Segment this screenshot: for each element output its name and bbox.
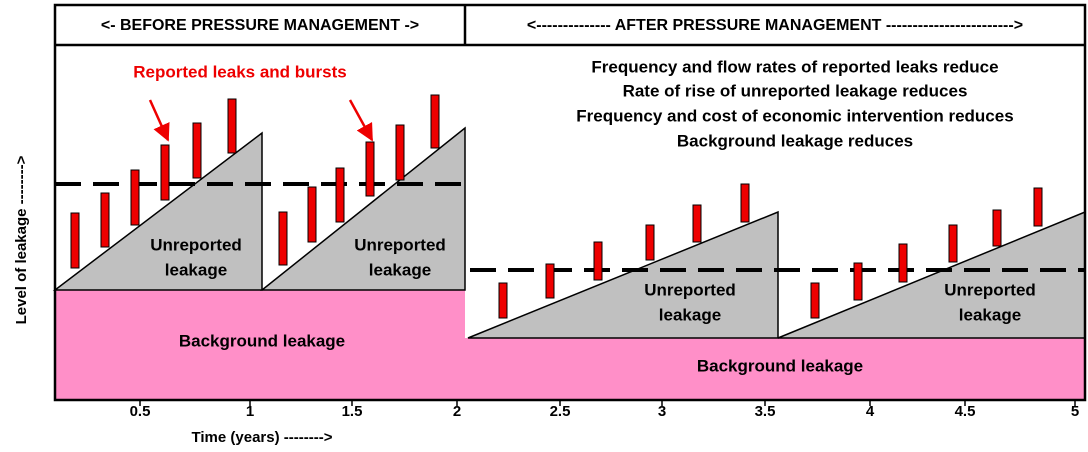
background-area (55, 290, 465, 400)
unreported-area (777, 210, 1086, 339)
leak-bar (307, 186, 317, 243)
leak-bar (1033, 187, 1043, 227)
tick-label: 3 (658, 403, 666, 420)
tick-label: 5 (1071, 403, 1079, 420)
leak-bar (160, 144, 170, 201)
leak-bar (810, 282, 820, 319)
note: Frequency and flow rates of reported lea… (591, 57, 998, 76)
background-area (465, 338, 1085, 400)
unreported-area (52, 131, 263, 291)
tick-label: 2.5 (550, 403, 571, 420)
area-label: leakage (369, 260, 431, 279)
y-axis-label: Level of leakage --------> (13, 155, 30, 324)
tick-label: 4 (866, 403, 875, 420)
leak-bar (692, 204, 702, 243)
x-axis-label: Time (years) --------> (192, 429, 333, 446)
leak-bar (593, 241, 603, 281)
frame (53, 3, 1087, 402)
leak-bar (645, 224, 655, 261)
tick-label: 1 (246, 403, 254, 420)
unreported-area (467, 210, 779, 339)
leak-bar (278, 211, 288, 266)
note: Rate of rise of unreported leakage reduc… (623, 81, 968, 100)
leak-bars (70, 94, 1043, 319)
area-label: leakage (959, 305, 1021, 324)
leak-bar (335, 167, 345, 223)
arrow (348, 99, 374, 142)
leak-bar (227, 98, 237, 154)
area-label: Unreported (944, 280, 1036, 299)
leak-bar (365, 141, 375, 197)
leak-bar (898, 243, 908, 283)
leak-bar (992, 209, 1002, 247)
area-label: Unreported (354, 235, 446, 254)
leak-bar (100, 192, 110, 248)
leak-bar (130, 169, 140, 226)
tick-label: 3.5 (755, 403, 776, 420)
header-right: <-------------- AFTER PRESSURE MANAGEMEN… (527, 17, 1023, 34)
note: Frequency and cost of economic intervent… (576, 106, 1013, 125)
header-left: <- BEFORE PRESSURE MANAGEMENT -> (101, 17, 419, 34)
tick-label: 0.5 (130, 403, 151, 420)
area-label: Background leakage (179, 331, 345, 350)
x-ticks: 0.5 1 1.5 2 2.5 3 3.5 4 4.5 5 (130, 400, 1079, 420)
tick-label: 4.5 (955, 403, 976, 420)
area-label: leakage (659, 305, 721, 324)
leak-bar (740, 183, 750, 223)
annotation: Reported leaks and bursts (133, 62, 347, 81)
unreported-area (259, 126, 466, 291)
areas (52, 126, 1086, 400)
leak-bar (948, 224, 958, 263)
leak-bar (70, 212, 80, 269)
arrow (148, 99, 170, 142)
area-label: Unreported (644, 280, 736, 299)
leak-bar (395, 124, 405, 181)
note: Background leakage reduces (677, 131, 913, 150)
leak-bar (430, 94, 440, 149)
leak-bar (498, 282, 508, 319)
leak-bar (853, 262, 863, 301)
tick-label: 1.5 (342, 403, 363, 420)
area-label: Background leakage (697, 356, 863, 375)
leak-bar (545, 263, 555, 299)
area-label: leakage (165, 260, 227, 279)
tick-label: 2 (453, 403, 461, 420)
leak-bar (192, 122, 202, 179)
area-label: Unreported (150, 235, 242, 254)
